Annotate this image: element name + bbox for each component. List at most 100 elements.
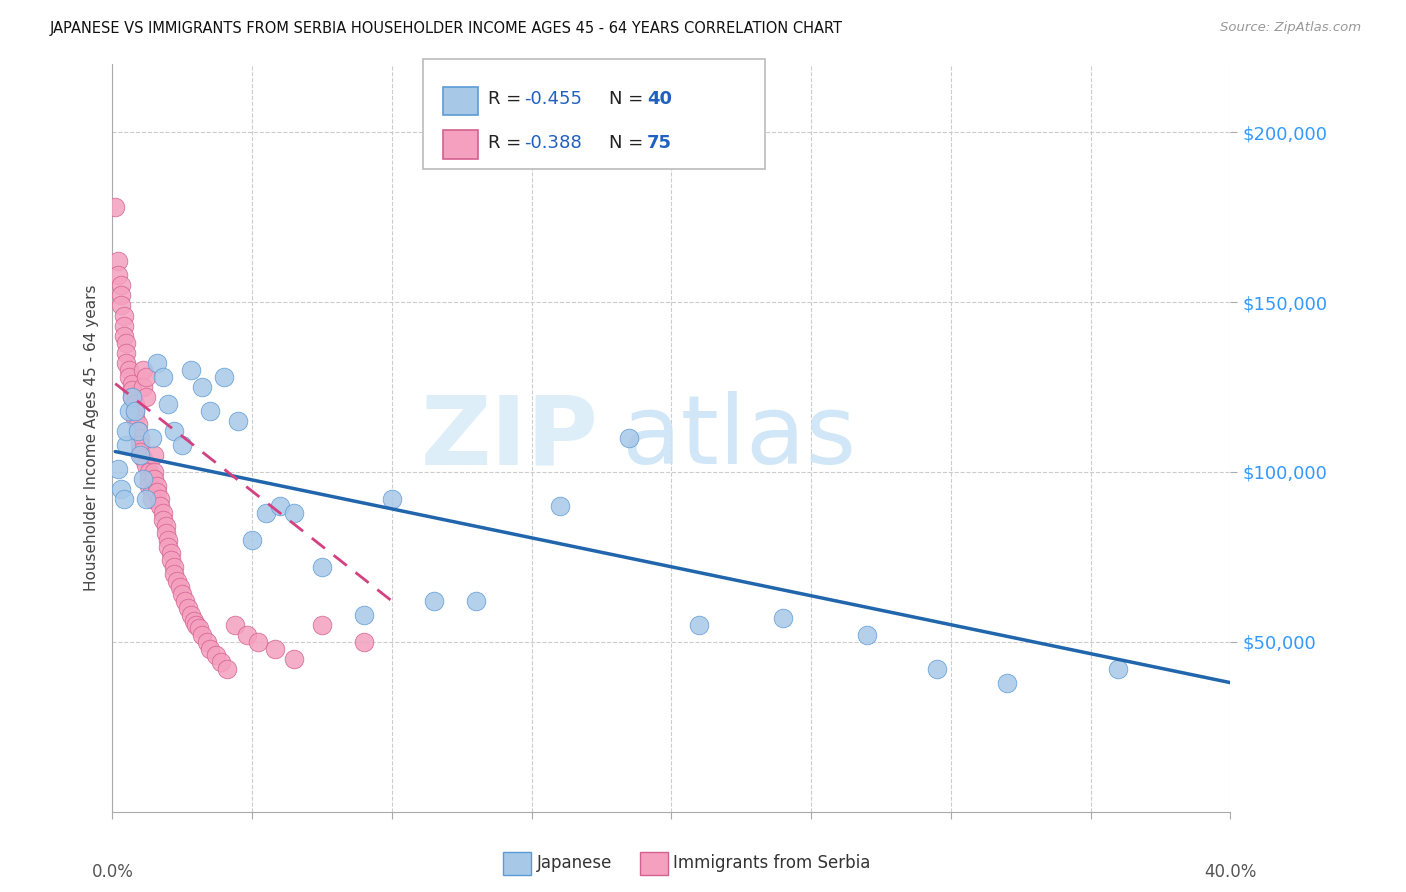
Point bbox=[353, 607, 375, 622]
Text: 75: 75 bbox=[647, 134, 672, 152]
Point bbox=[143, 448, 166, 462]
Point bbox=[191, 380, 214, 394]
Point bbox=[188, 621, 211, 635]
Point bbox=[177, 600, 200, 615]
Point bbox=[146, 478, 169, 492]
Point bbox=[172, 587, 194, 601]
Point bbox=[353, 635, 375, 649]
Point bbox=[183, 615, 205, 629]
Point bbox=[124, 410, 146, 425]
Point bbox=[160, 547, 183, 561]
Point bbox=[200, 641, 222, 656]
Point bbox=[127, 424, 149, 438]
Point bbox=[132, 363, 155, 377]
Point bbox=[254, 506, 277, 520]
Point bbox=[186, 617, 208, 632]
Point bbox=[112, 329, 135, 343]
Point bbox=[149, 499, 172, 513]
Point bbox=[107, 268, 129, 282]
Point bbox=[138, 465, 160, 479]
Point bbox=[115, 356, 138, 370]
Text: atlas: atlas bbox=[621, 392, 856, 484]
Point bbox=[135, 492, 157, 507]
Point bbox=[166, 574, 188, 588]
Text: 40: 40 bbox=[647, 90, 672, 108]
Point bbox=[423, 594, 446, 608]
Point bbox=[127, 417, 149, 432]
Point bbox=[157, 397, 180, 411]
Point bbox=[115, 346, 138, 360]
Point bbox=[160, 553, 183, 567]
Y-axis label: Householder Income Ages 45 - 64 years: Householder Income Ages 45 - 64 years bbox=[83, 285, 98, 591]
Point bbox=[112, 492, 135, 507]
Point bbox=[112, 309, 135, 323]
Point bbox=[141, 431, 163, 445]
Point bbox=[149, 492, 172, 507]
Point bbox=[1108, 662, 1130, 676]
Point bbox=[240, 533, 263, 547]
Point bbox=[205, 648, 228, 663]
Point bbox=[143, 472, 166, 486]
Point bbox=[157, 540, 180, 554]
Point bbox=[146, 356, 169, 370]
Point bbox=[124, 397, 146, 411]
Point bbox=[172, 438, 194, 452]
Text: R =: R = bbox=[488, 90, 527, 108]
Point bbox=[155, 526, 177, 541]
Point bbox=[104, 200, 127, 214]
Point bbox=[169, 581, 191, 595]
Point bbox=[214, 369, 236, 384]
Point bbox=[135, 390, 157, 404]
Text: Japanese: Japanese bbox=[537, 855, 613, 872]
Point bbox=[121, 384, 143, 398]
Point bbox=[127, 424, 149, 438]
Point bbox=[226, 414, 249, 428]
Point bbox=[124, 404, 146, 418]
Point bbox=[163, 424, 186, 438]
Point bbox=[143, 465, 166, 479]
Point bbox=[174, 594, 197, 608]
Point bbox=[110, 482, 132, 496]
Point bbox=[132, 380, 155, 394]
Point bbox=[118, 369, 141, 384]
Point bbox=[269, 499, 291, 513]
Point bbox=[163, 566, 186, 581]
Point bbox=[129, 444, 152, 458]
Text: N =: N = bbox=[609, 134, 648, 152]
Text: R =: R = bbox=[488, 134, 527, 152]
Point bbox=[215, 662, 238, 676]
Point bbox=[283, 506, 305, 520]
Point bbox=[191, 628, 214, 642]
Point bbox=[132, 451, 155, 466]
Point bbox=[688, 617, 710, 632]
Point bbox=[118, 404, 141, 418]
Text: N =: N = bbox=[609, 90, 648, 108]
Text: 40.0%: 40.0% bbox=[1204, 863, 1257, 880]
Point bbox=[619, 431, 641, 445]
Point bbox=[200, 404, 222, 418]
Point bbox=[224, 617, 246, 632]
Point bbox=[995, 675, 1018, 690]
Point bbox=[311, 617, 333, 632]
Point bbox=[121, 390, 143, 404]
Point bbox=[129, 438, 152, 452]
Text: -0.388: -0.388 bbox=[524, 134, 582, 152]
Point bbox=[110, 278, 132, 293]
Point bbox=[157, 533, 180, 547]
Point bbox=[263, 641, 285, 656]
Point bbox=[464, 594, 486, 608]
Point bbox=[141, 492, 163, 507]
Point bbox=[141, 485, 163, 500]
Point bbox=[152, 512, 174, 526]
Point bbox=[132, 472, 155, 486]
Point bbox=[925, 662, 948, 676]
Point bbox=[548, 499, 571, 513]
Point bbox=[856, 628, 879, 642]
Point bbox=[121, 376, 143, 391]
Text: -0.455: -0.455 bbox=[524, 90, 582, 108]
Point bbox=[110, 298, 132, 312]
Point bbox=[146, 485, 169, 500]
Point bbox=[235, 628, 257, 642]
Point bbox=[135, 369, 157, 384]
Point bbox=[163, 560, 186, 574]
